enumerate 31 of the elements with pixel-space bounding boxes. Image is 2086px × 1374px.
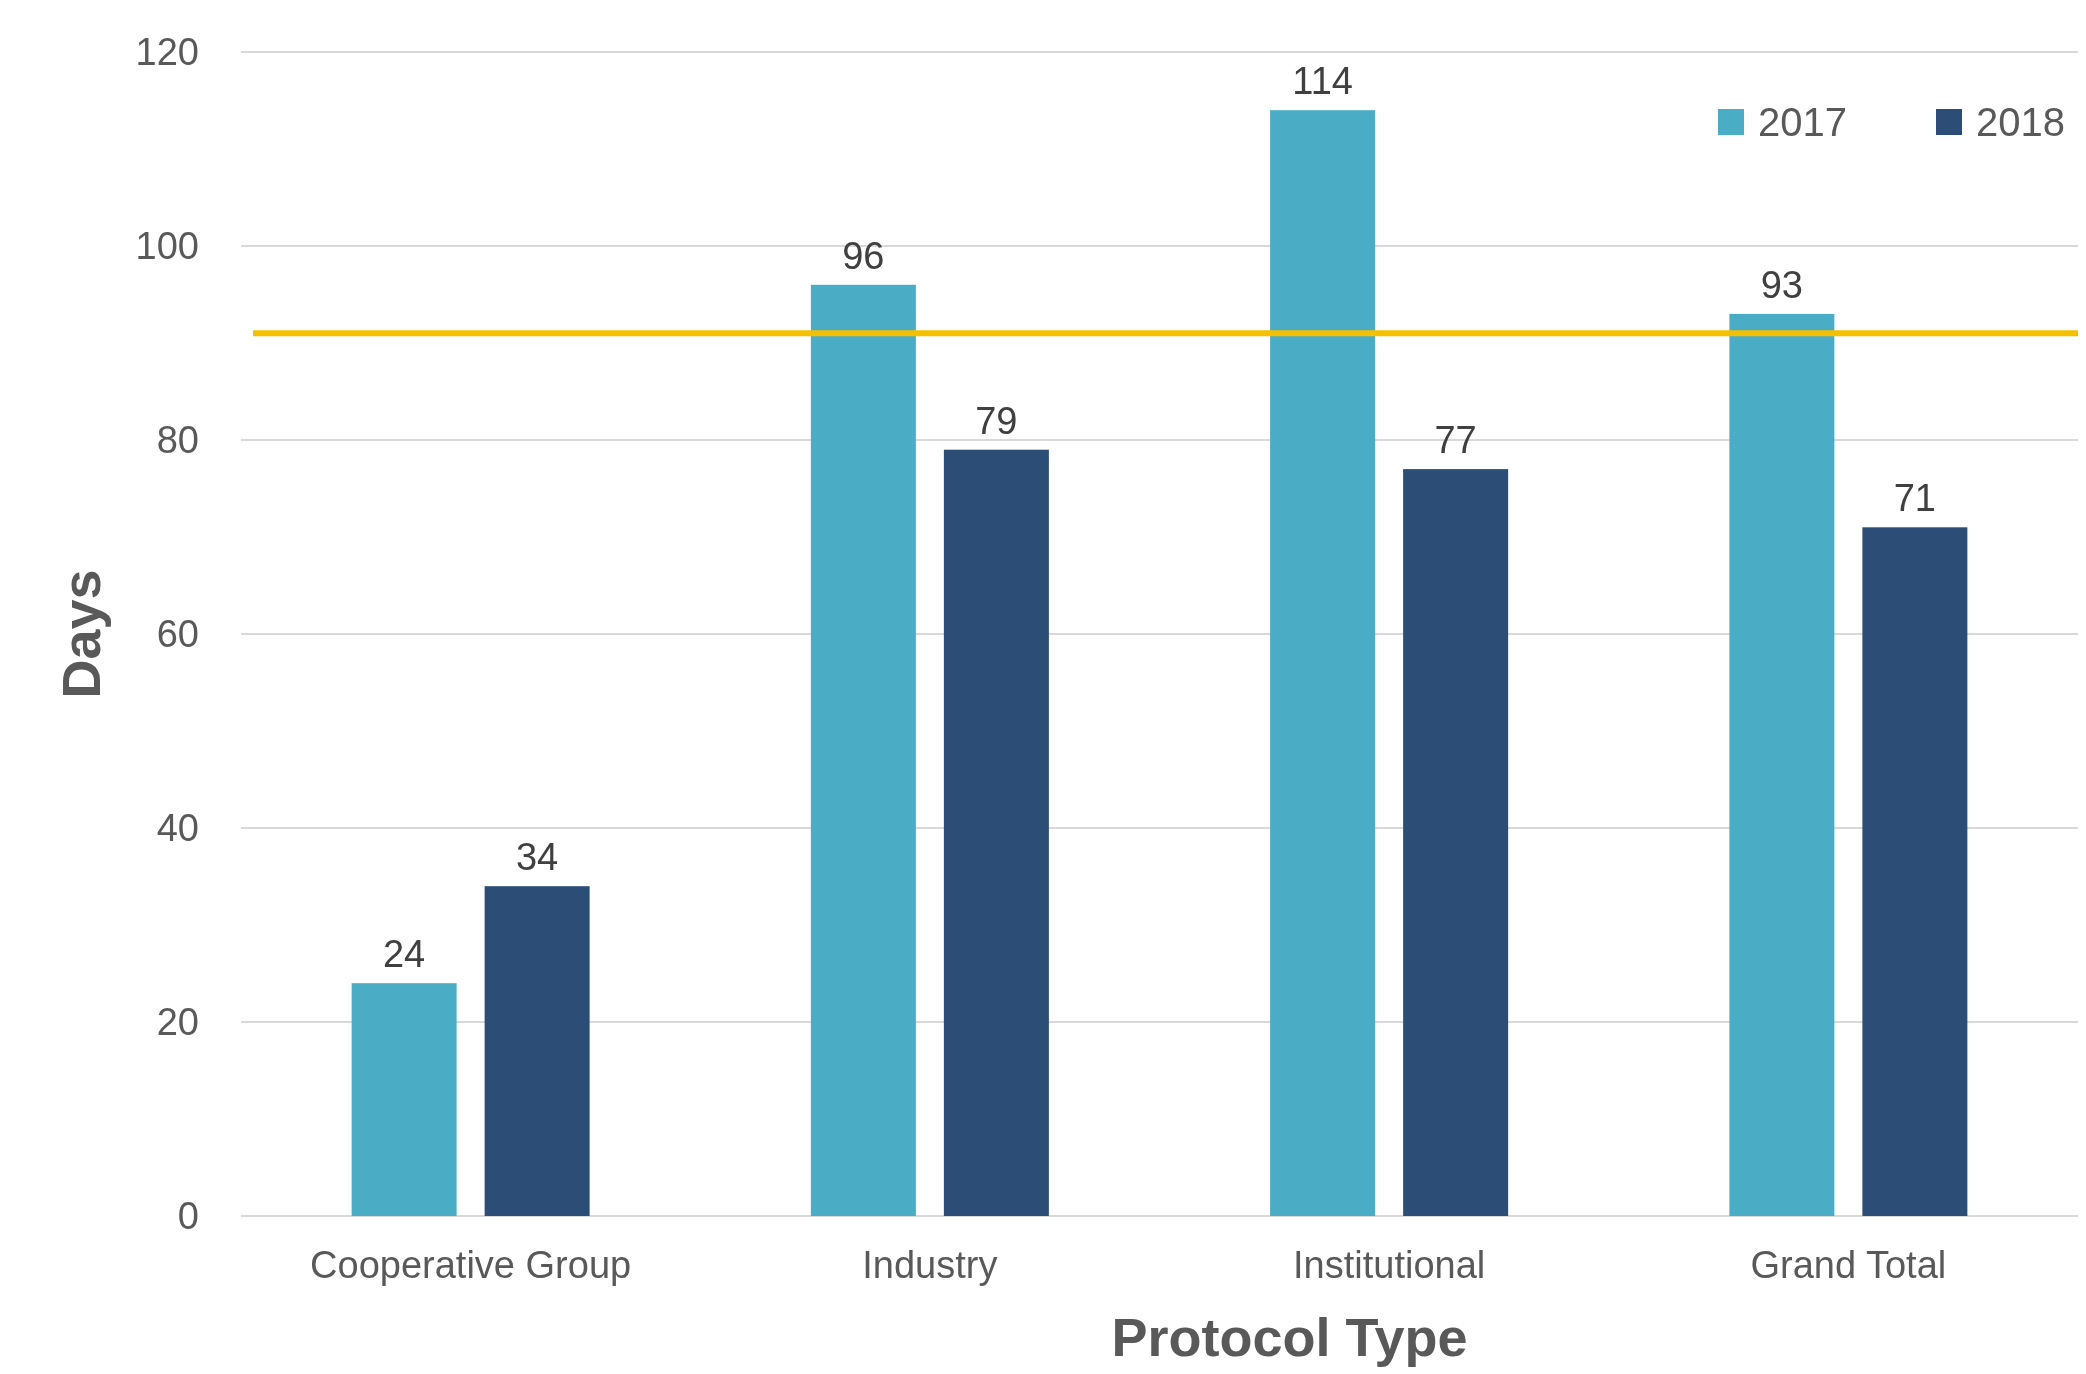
x-tick-label: Cooperative Group [310, 1244, 632, 1286]
y-tick-label: 100 [135, 225, 199, 268]
data-label: 93 [1760, 263, 1804, 306]
y-axis-title: Days [51, 569, 111, 699]
bar [1270, 110, 1376, 1216]
y-tick-label: 120 [135, 31, 199, 74]
bar [1403, 469, 1509, 1216]
bar [810, 284, 916, 1216]
y-tick-label: 80 [156, 419, 199, 462]
x-tick-label: Grand Total [1750, 1244, 1947, 1286]
y-tick-label: 40 [156, 807, 199, 850]
data-label: 24 [382, 933, 426, 976]
bar [484, 886, 590, 1216]
legend-label: 2018 [1976, 100, 2065, 144]
y-tick-label: 20 [156, 1001, 199, 1044]
bar [1729, 313, 1835, 1216]
legend-label: 2017 [1758, 100, 1847, 144]
data-label: 34 [515, 836, 559, 879]
x-axis-title: Protocol Type [1111, 1307, 1468, 1367]
data-label: 114 [1292, 60, 1353, 103]
data-label: 96 [842, 234, 885, 277]
x-tick-label: Institutional [1293, 1244, 1486, 1286]
y-tick-label: 60 [156, 613, 199, 656]
data-label: 71 [1893, 477, 1937, 520]
x-tick-label: Industry [862, 1244, 998, 1286]
data-label: 79 [975, 399, 1018, 442]
data-label: 77 [1434, 419, 1477, 462]
bar [943, 449, 1049, 1216]
bar [1862, 527, 1968, 1216]
y-tick-label: 0 [177, 1195, 199, 1238]
bar [351, 983, 457, 1216]
